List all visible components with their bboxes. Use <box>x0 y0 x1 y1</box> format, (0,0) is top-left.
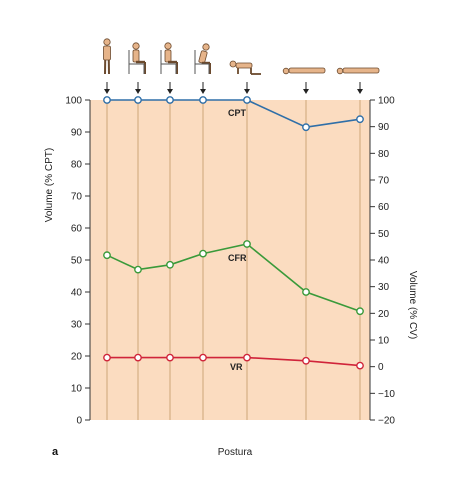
data-point-cfr <box>243 240 251 248</box>
left-tick-label: 60 <box>71 224 83 235</box>
right-axis: −20 −10 0 10 20 30 40 50 60 70 80 90 100 <box>369 96 395 427</box>
panel-label: a <box>52 446 59 458</box>
right-tick-label: 0 <box>378 362 384 373</box>
y-axis-title-left: Volume (% CPT) <box>44 148 55 222</box>
data-point-cfr <box>199 249 207 258</box>
plot-background <box>90 100 370 420</box>
right-tick-label: −10 <box>378 389 395 400</box>
right-tick-label: 60 <box>378 202 390 213</box>
right-tick-label: 40 <box>378 256 390 267</box>
arrow-down-icon <box>303 89 309 94</box>
series-label-vr: VR <box>230 362 243 372</box>
left-tick-label: 30 <box>71 320 83 331</box>
data-point-cfr <box>166 260 174 269</box>
lying-supine-figure-icon <box>336 67 380 75</box>
arrow-down-icon <box>200 89 206 94</box>
left-tick-label: 90 <box>71 128 83 139</box>
data-point-cpt <box>199 96 207 104</box>
left-tick-label: 0 <box>76 416 82 427</box>
right-tick-label: −20 <box>378 416 395 427</box>
left-tick-label: 100 <box>65 96 82 107</box>
data-point-cpt <box>356 115 364 124</box>
left-tick-label: 70 <box>71 192 83 203</box>
sitting-figure-icon <box>159 41 179 76</box>
series-label-cpt: CPT <box>228 108 247 118</box>
data-point-cpt <box>134 96 142 104</box>
left-axis: 0 10 20 30 40 50 60 70 80 90 100 <box>65 96 91 427</box>
data-point-vr <box>134 353 142 362</box>
data-point-cfr <box>302 288 310 296</box>
data-point-vr <box>356 361 364 370</box>
arrow-down-icon <box>244 89 250 94</box>
series-layer: CPT CFR VR <box>103 96 364 372</box>
kneeling-figure-icon <box>229 60 262 75</box>
right-tick-label: 30 <box>378 282 390 293</box>
data-point-cpt <box>166 96 174 104</box>
left-tick-label: 80 <box>71 160 83 171</box>
data-point-vr <box>199 353 207 362</box>
data-point-vr <box>166 353 174 362</box>
x-axis-title: Postura <box>218 447 253 458</box>
right-tick-label: 90 <box>378 122 390 133</box>
data-point-vr <box>243 353 251 362</box>
right-tick-label: 10 <box>378 336 390 347</box>
left-tick-label: 10 <box>71 384 83 395</box>
standing-figure-icon <box>102 37 112 75</box>
left-tick-label: 50 <box>71 256 83 267</box>
data-point-cfr <box>134 265 142 274</box>
right-tick-label: 20 <box>378 309 390 320</box>
arrow-down-icon <box>135 89 141 94</box>
left-tick-label: 40 <box>71 288 83 299</box>
y-axis-title-right: Volume (% CV) <box>407 271 418 339</box>
posture-icons <box>102 37 380 94</box>
right-tick-label: 70 <box>378 176 390 187</box>
series-label-cfr: CFR <box>228 253 247 263</box>
data-point-cpt <box>103 96 111 104</box>
right-tick-label: 80 <box>378 149 390 160</box>
lying-prone-figure-icon <box>282 67 326 75</box>
arrow-down-icon <box>357 89 363 94</box>
data-point-cfr <box>103 251 111 260</box>
arrow-down-icon <box>167 89 173 94</box>
sitting-figure-icon <box>127 41 147 76</box>
data-point-cpt <box>243 96 251 104</box>
arrow-down-icon <box>104 89 110 94</box>
data-point-cfr <box>356 307 364 316</box>
sitting-leaning-figure-icon <box>193 42 212 76</box>
data-point-cpt <box>302 123 310 132</box>
left-tick-label: 20 <box>71 352 83 363</box>
right-tick-label: 50 <box>378 229 390 240</box>
right-tick-label: 100 <box>378 96 395 107</box>
data-point-vr <box>302 356 310 365</box>
data-point-vr <box>103 353 111 362</box>
